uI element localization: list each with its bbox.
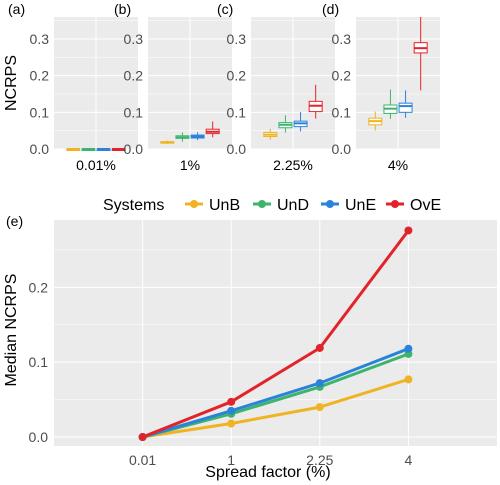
panel-e-label: (e) <box>6 213 23 229</box>
y-tick-label: 0.1 <box>332 104 352 120</box>
y-tick-label: 0.3 <box>124 31 144 47</box>
legend-key-point <box>326 200 334 208</box>
x-tick-label: 1 <box>227 452 235 468</box>
legend-entry-label: OvE <box>410 197 441 214</box>
series-point <box>227 406 236 415</box>
series-point <box>404 226 413 235</box>
y-tick-label: 0.1 <box>30 104 50 120</box>
y-tick-label: 0.2 <box>124 68 144 84</box>
series-point <box>315 379 324 388</box>
y-tick-label: 0.0 <box>227 141 247 157</box>
panel-strip-label: 0.01% <box>76 157 116 173</box>
y-tick-label: 0.3 <box>30 31 50 47</box>
y-tick-label: 0.1 <box>227 104 247 120</box>
legend-key-point <box>190 200 198 208</box>
panel-letter-label: (d) <box>322 1 339 17</box>
x-tick-label: 4 <box>405 452 413 468</box>
box-body <box>398 102 413 113</box>
panel-letter-label: (b) <box>114 1 131 17</box>
series-point <box>227 397 236 406</box>
y-tick-label: 0.1 <box>29 354 49 370</box>
line-y-axis-label: Median NCRPS <box>3 274 20 387</box>
legend-title: Systems <box>103 197 164 214</box>
line-chart-panel: 0.0 0.1 0.2 0.01 1 2.25 4 <box>29 220 497 468</box>
y-tick-label: 0.2 <box>332 68 352 84</box>
y-tick-label: 0.3 <box>332 31 352 47</box>
series-point <box>404 375 413 384</box>
legend: Systems UnB UnD UnE OvE <box>103 197 441 214</box>
series-point <box>138 433 147 442</box>
legend-entry-label: UnD <box>277 197 309 214</box>
y-tick-label: 0.0 <box>30 141 50 157</box>
y-tick-label: 0.0 <box>332 141 352 157</box>
panel-letter-label: (c) <box>217 1 233 17</box>
y-tick-label: 0.3 <box>227 31 247 47</box>
panel-letter-label: (a) <box>8 1 25 17</box>
y-tick-label: 0.2 <box>29 279 49 295</box>
legend-entry-label: UnE <box>345 197 376 214</box>
y-tick-label: 0.2 <box>30 68 50 84</box>
y-tick-label: 0.0 <box>124 141 144 157</box>
line-x-axis-label: Spread factor (%) <box>205 464 330 481</box>
boxplot-panels: 0.0 0.1 0.2 0.3 0.01% (a) 0.0 0.1 0.2 0.3 1% (b) 0.0… <box>8 1 440 173</box>
legend-key-point <box>258 200 266 208</box>
series-line <box>142 347 409 439</box>
y-tick-label: 0.0 <box>29 429 49 445</box>
series-line <box>142 377 409 439</box>
legend-key-point <box>391 200 399 208</box>
line-panel-background <box>54 220 497 446</box>
panel-strip-label: 2.25% <box>273 157 313 173</box>
series-point <box>315 343 324 352</box>
series-point <box>404 344 413 353</box>
series-point <box>227 419 236 428</box>
y-tick-label: 0.1 <box>124 104 144 120</box>
x-tick-label: 2.25 <box>306 452 333 468</box>
panel-strip-label: 1% <box>180 157 200 173</box>
series-point <box>315 403 324 412</box>
y-tick-label: 0.2 <box>227 68 247 84</box>
legend-entry-label: UnB <box>209 197 240 214</box>
panel-strip-label: 4% <box>388 157 408 173</box>
series-line <box>142 229 410 439</box>
boxplot-y-axis-label: NCRPS <box>3 55 20 111</box>
x-tick-label: 0.01 <box>129 452 156 468</box>
